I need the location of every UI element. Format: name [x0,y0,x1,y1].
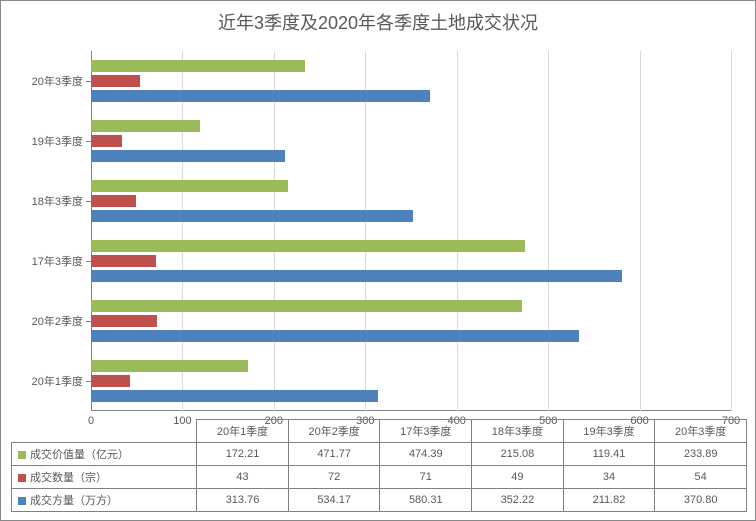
bar [91,210,413,222]
legend-cell: 成交方量（万方） [12,489,197,512]
table-cell: 471.77 [288,443,380,466]
category-group: 17年3季度 [91,231,731,291]
bar [91,195,136,207]
y-tick-label: 20年3季度 [32,73,91,89]
bar [91,375,130,387]
table-col-header: 19年3季度 [563,420,655,443]
legend-cell: 成交价值量（亿元） [12,443,197,466]
table-row: 成交数量（宗） 437271493454 [12,466,747,489]
bar [91,315,157,327]
table-row: 成交价值量（亿元） 172.21471.77474.39215.08119.412… [12,443,747,466]
legend-label: 成交数量（宗） [30,472,107,484]
y-tick-label: 20年2季度 [32,313,91,329]
table-cell: 233.89 [655,443,747,466]
y-tick-label: 19年3季度 [32,133,91,149]
legend-label: 成交价值量（亿元） [30,449,129,461]
table-col-header: 17年3季度 [380,420,472,443]
bar [91,360,248,372]
bar [91,150,285,162]
table-cell: 172.21 [197,443,289,466]
plot-area: 010020030040050060070020年1季度20年2季度17年3季度… [91,51,731,411]
bar [91,180,288,192]
table-cell: 54 [655,466,747,489]
table-cell: 49 [472,466,564,489]
table-cell: 370.80 [655,489,747,512]
category-group: 18年3季度 [91,171,731,231]
legend-marker [18,474,26,482]
category-group: 20年2季度 [91,291,731,351]
bar [91,240,525,252]
table-cell: 34 [563,466,655,489]
legend-marker [18,451,26,459]
table-cell: 313.76 [197,489,289,512]
bar [91,255,156,267]
table-cell: 215.08 [472,443,564,466]
legend-marker [18,497,26,505]
bar [91,90,430,102]
bar [91,300,522,312]
category-group: 19年3季度 [91,111,731,171]
table-corner [12,420,197,443]
table-cell: 71 [380,466,472,489]
chart-title: 近年3季度及2020年各季度土地成交状况 [1,1,755,39]
bar [91,75,140,87]
bar [91,60,305,72]
bar [91,270,622,282]
table-cell: 580.31 [380,489,472,512]
table-cell: 43 [197,466,289,489]
table-cell: 474.39 [380,443,472,466]
y-tick-label: 17年3季度 [32,253,91,269]
y-tick-label: 18年3季度 [32,193,91,209]
bar [91,330,579,342]
table-header-row: 20年1季度20年2季度17年3季度18年3季度19年3季度20年3季度 [12,420,747,443]
table-cell: 352.22 [472,489,564,512]
table-col-header: 18年3季度 [472,420,564,443]
table-cell: 211.82 [563,489,655,512]
table-cell: 534.17 [288,489,380,512]
data-table: 20年1季度20年2季度17年3季度18年3季度19年3季度20年3季度成交价值… [11,419,747,512]
y-tick-label: 20年1季度 [32,373,91,389]
category-group: 20年1季度 [91,351,731,411]
bar [91,135,122,147]
table-col-header: 20年2季度 [288,420,380,443]
bar [91,120,200,132]
table-cell: 119.41 [563,443,655,466]
legend-cell: 成交数量（宗） [12,466,197,489]
table-cell: 72 [288,466,380,489]
gridline [731,51,732,411]
table-col-header: 20年1季度 [197,420,289,443]
chart-container: 近年3季度及2020年各季度土地成交状况 0100200300400500600… [0,0,756,521]
category-group: 20年3季度 [91,51,731,111]
legend-label: 成交方量（万方） [30,495,118,507]
table-col-header: 20年3季度 [655,420,747,443]
table-row: 成交方量（万方） 313.76534.17580.31352.22211.8237… [12,489,747,512]
bar [91,390,378,402]
